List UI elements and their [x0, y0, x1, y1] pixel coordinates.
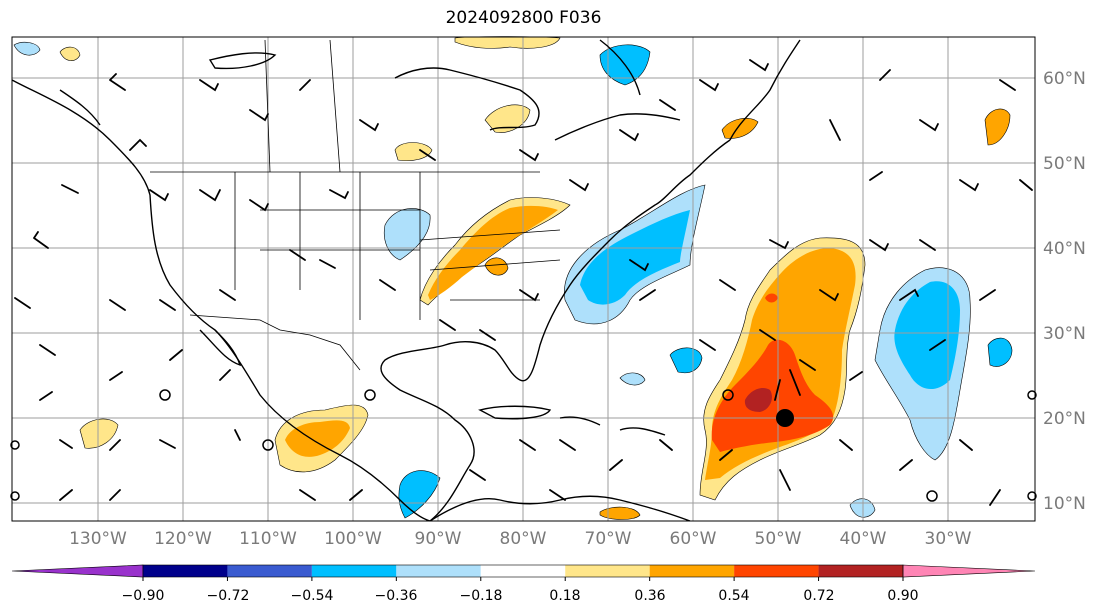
- lon-label: 110°W: [239, 529, 297, 549]
- colorbar: [11, 564, 1036, 581]
- colorbar-segment: [143, 565, 228, 577]
- lon-label: 30°W: [925, 529, 972, 549]
- lon-label: 80°W: [500, 529, 547, 549]
- colorbar-segment: [227, 565, 312, 577]
- colorbar-segment: [902, 564, 1036, 578]
- negative-anomaly-east-atlantic-core: [894, 281, 960, 390]
- map-frame: [11, 36, 1036, 522]
- lat-label: 30°N: [1043, 324, 1086, 344]
- colorbar-segment: [480, 565, 566, 577]
- colorbar-segment: [11, 564, 144, 578]
- negative-anomaly-atlantic-blob: [669, 347, 703, 374]
- positive-anomaly-canada: [394, 142, 433, 161]
- colorbar-tick-label: −0.72: [207, 588, 250, 604]
- positive-anomaly-ohio-valley-orange: [428, 205, 558, 300]
- positive-anomaly-alaska: [59, 46, 81, 61]
- latitude-labels: 60°N 50°N 40°N 30°N 20°N 10°N: [1043, 69, 1086, 514]
- positive-anomaly-small-red: [765, 293, 778, 303]
- colorbar-tick-labels: −0.90 −0.72 −0.54 −0.36 −0.18 0.18 0.36 …: [122, 588, 919, 604]
- negative-anomaly-plains: [383, 208, 431, 261]
- lon-label: 40°W: [840, 529, 887, 549]
- negative-anomaly-central-america: [398, 470, 441, 519]
- calm-wind-circles: [10, 389, 1037, 502]
- positive-anomaly-pacific-small: [79, 418, 119, 449]
- colorbar-segment: [734, 565, 819, 577]
- positive-anomaly-tropical-system-core: [744, 388, 772, 412]
- lat-label: 10°N: [1043, 494, 1086, 514]
- colorbar-tick-label: 0.18: [549, 588, 580, 604]
- negative-anomaly-east-atlantic-small: [987, 337, 1013, 367]
- colorbar-tick-label: 0.36: [634, 588, 665, 604]
- longitude-labels: 130°W 120°W 110°W 100°W 90°W 80°W 70°W 6…: [69, 529, 972, 549]
- colorbar-tick-label: −0.36: [375, 588, 418, 604]
- anomaly-shading: [13, 36, 1013, 520]
- positive-anomaly-hudson: [484, 104, 531, 133]
- storm-center-marker: [776, 409, 794, 427]
- colorbar-segment: [396, 565, 481, 577]
- lat-label: 20°N: [1043, 409, 1086, 429]
- lon-label: 130°W: [69, 529, 127, 549]
- lon-label: 70°W: [585, 529, 632, 549]
- negative-anomaly-small-3: [13, 41, 41, 56]
- colorbar-segment: [311, 565, 397, 577]
- positive-anomaly-far-east: [984, 108, 1011, 146]
- wind-barbs: [14, 59, 1033, 506]
- positive-anomaly-small-ohio: [484, 257, 509, 276]
- lon-label: 90°W: [415, 529, 462, 549]
- colorbar-tick-label: 0.90: [887, 588, 918, 604]
- colorbar-segment: [565, 565, 650, 577]
- colorbar-frame: [142, 564, 904, 578]
- colorbar-tick-label: −0.54: [291, 588, 334, 604]
- lon-label: 60°W: [670, 529, 717, 549]
- coastlines: [11, 39, 801, 522]
- lon-label: 50°W: [755, 529, 802, 549]
- colorbar-tick-label: 0.54: [718, 588, 749, 604]
- colorbar-tick-label: −0.90: [122, 588, 165, 604]
- colorbar-segment: [818, 565, 903, 577]
- lat-label: 50°N: [1043, 154, 1086, 174]
- positive-anomaly-east-pacific-orange: [285, 420, 350, 457]
- political-borders: [150, 39, 561, 371]
- positive-anomaly-caribbean-south: [599, 506, 641, 520]
- positive-anomaly-tropical-system-red: [711, 339, 834, 452]
- lon-label: 120°W: [154, 529, 212, 549]
- positive-anomaly-labrador-sea: [721, 117, 759, 139]
- negative-anomaly-small-1: [619, 372, 646, 386]
- graticule: [12, 37, 1035, 521]
- lat-label: 40°N: [1043, 239, 1086, 259]
- positive-anomaly-baffin: [454, 36, 561, 49]
- colorbar-segment: [649, 565, 735, 577]
- map-title: 2024092800 F036: [445, 8, 602, 28]
- colorbar-tick-label: 0.72: [803, 588, 834, 604]
- colorbar-tick-label: −0.18: [460, 588, 503, 604]
- lon-label: 100°W: [324, 529, 382, 549]
- lat-label: 60°N: [1043, 69, 1086, 89]
